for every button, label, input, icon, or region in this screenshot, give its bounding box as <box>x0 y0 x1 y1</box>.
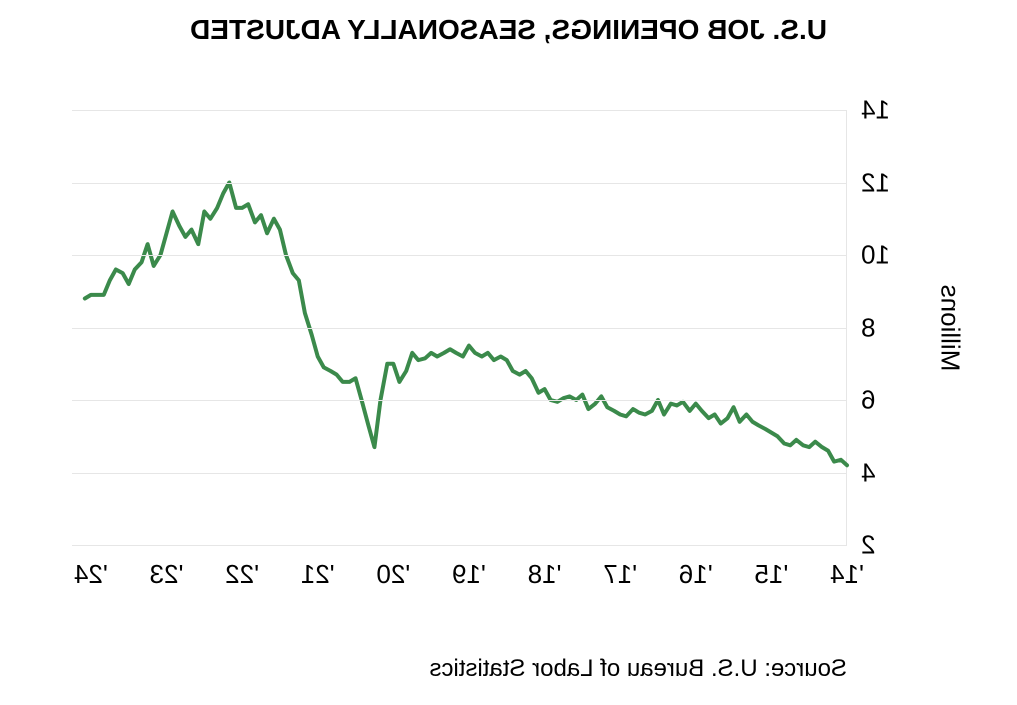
x-tick-label: '14 <box>830 545 864 590</box>
y-tick-label: 10 <box>847 240 890 271</box>
y-tick-label: 14 <box>847 95 890 126</box>
x-tick-label: '19 <box>452 545 486 590</box>
y-axis-title: Millions <box>935 284 966 371</box>
gridline <box>72 400 847 401</box>
y-tick-label: 8 <box>847 312 875 343</box>
x-tick-label: '20 <box>376 545 410 590</box>
x-tick-label: '18 <box>528 545 562 590</box>
chart-plot-area: 2468101214'14'15'16'17'18'19'20'21'22'23… <box>72 110 847 545</box>
x-tick-label: '17 <box>603 545 637 590</box>
y-tick-label: 4 <box>847 457 875 488</box>
chart-title: U.S. JOB OPENINGS, SEASONALLY ADJUSTED <box>0 14 1017 46</box>
y-tick-label: 6 <box>847 385 875 416</box>
x-tick-label: '21 <box>301 545 335 590</box>
chart-container: U.S. JOB OPENINGS, SEASONALLY ADJUSTED 2… <box>0 0 1017 705</box>
x-tick-label: '23 <box>150 545 184 590</box>
x-tick-label: '15 <box>754 545 788 590</box>
gridline <box>72 110 847 111</box>
gridline <box>72 473 847 474</box>
x-tick-label: '22 <box>225 545 259 590</box>
y-tick-label: 12 <box>847 167 890 198</box>
chart-source: Source: U.S. Bureau of Labor Statistics <box>429 655 847 683</box>
gridline <box>72 328 847 329</box>
gridline <box>72 183 847 184</box>
gridline <box>72 255 847 256</box>
x-tick-label: '16 <box>679 545 713 590</box>
x-tick-label: '24 <box>74 545 108 590</box>
data-line <box>85 183 847 466</box>
